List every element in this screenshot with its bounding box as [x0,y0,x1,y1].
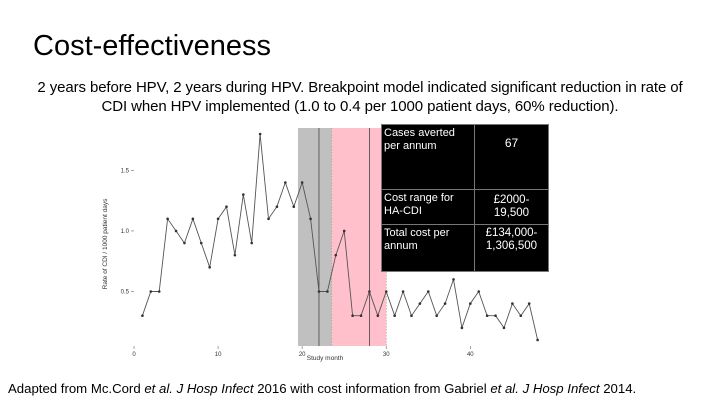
data-point [469,302,472,305]
cases-averted-value: 67 [474,124,549,190]
data-point [494,314,497,318]
data-point [208,265,211,269]
cost-range-label: Cost range for HA-CDI [381,189,475,225]
table-row: Cases averted per annum 67 [381,124,549,190]
data-point [149,290,153,293]
data-point [225,205,228,209]
data-point [174,229,178,233]
data-point [342,229,346,233]
data-point [359,314,363,318]
caption-text: 2016 with cost information from Gabriel [253,381,491,396]
slide-title: Cost-effectiveness [33,30,272,62]
data-point [401,290,405,293]
y-tick-label: 0.5 [121,290,130,296]
data-point [326,290,329,293]
x-tick-label: 30 [383,352,390,358]
x-tick-label: 20 [299,352,306,358]
data-point [199,241,203,245]
data-point [376,314,380,318]
data-point [536,338,539,342]
caption-etal: et al. [144,381,173,396]
data-point [292,205,296,209]
caption-journal: J Hosp Infect [518,381,600,396]
data-point [183,241,186,245]
total-cost-label: Total cost per annum [381,224,475,272]
data-point [166,217,169,221]
x-tick-label: 10 [215,352,222,358]
data-point [410,314,413,318]
citation-caption: Adapted from Mc.Cord et al. J Hosp Infec… [8,381,636,397]
data-point [141,314,144,318]
data-point [275,205,279,209]
data-point [267,217,270,221]
data-point [242,193,245,196]
data-point [460,326,464,330]
cost-table: Cases averted per annum 67 Cost range fo… [381,124,549,272]
y-axis-label: Rate of CDI / 1000 patient days [102,198,109,289]
data-point [334,253,338,257]
caption-text: 2014. [599,381,637,396]
data-point [258,132,262,136]
data-point [157,290,161,293]
data-point [300,181,304,184]
series-line [141,134,539,341]
table-row: Cost range for HA-CDI £2000-19,500 [381,189,549,225]
data-point [384,290,388,293]
x-tick-label: 40 [467,352,474,358]
x-axis-label: Study month [307,355,344,362]
caption-journal: J Hosp Infect [172,381,254,396]
data-point [519,314,523,318]
y-tick-label: 1.0 [121,229,130,235]
slide-subtitle: 2 years before HPV, 2 years during HPV. … [37,79,683,115]
data-point [309,217,312,221]
data-point [418,302,422,305]
y-tick-label: 1.5 [121,168,130,174]
shaded-region [297,128,332,346]
data-point [284,181,287,184]
data-point [502,326,506,330]
data-point [452,278,455,281]
data-point [485,314,489,318]
data-point [351,314,354,318]
data-point [393,314,396,318]
shaded-region [331,128,387,346]
data-point [191,217,195,221]
data-point [317,290,321,293]
data-point [233,253,237,257]
data-point [435,314,438,318]
caption-etal: et al. [490,381,519,396]
caption-text: Adapted from Mc.Cord [8,381,145,396]
data-point [477,290,481,293]
table-row: Total cost per annum £134,000-1,306,500 [381,224,549,272]
data-point [216,217,220,221]
cost-range-value: £2000-19,500 [474,189,549,225]
data-point [426,290,430,293]
data-point [368,290,371,293]
data-point [250,241,254,245]
data-point [527,302,531,305]
x-tick-label: 0 [132,352,136,358]
data-point [443,302,447,305]
cases-averted-label: Cases averted per annum [381,124,475,190]
total-cost-value: £134,000-1,306,500 [474,224,549,272]
data-point [511,302,514,305]
